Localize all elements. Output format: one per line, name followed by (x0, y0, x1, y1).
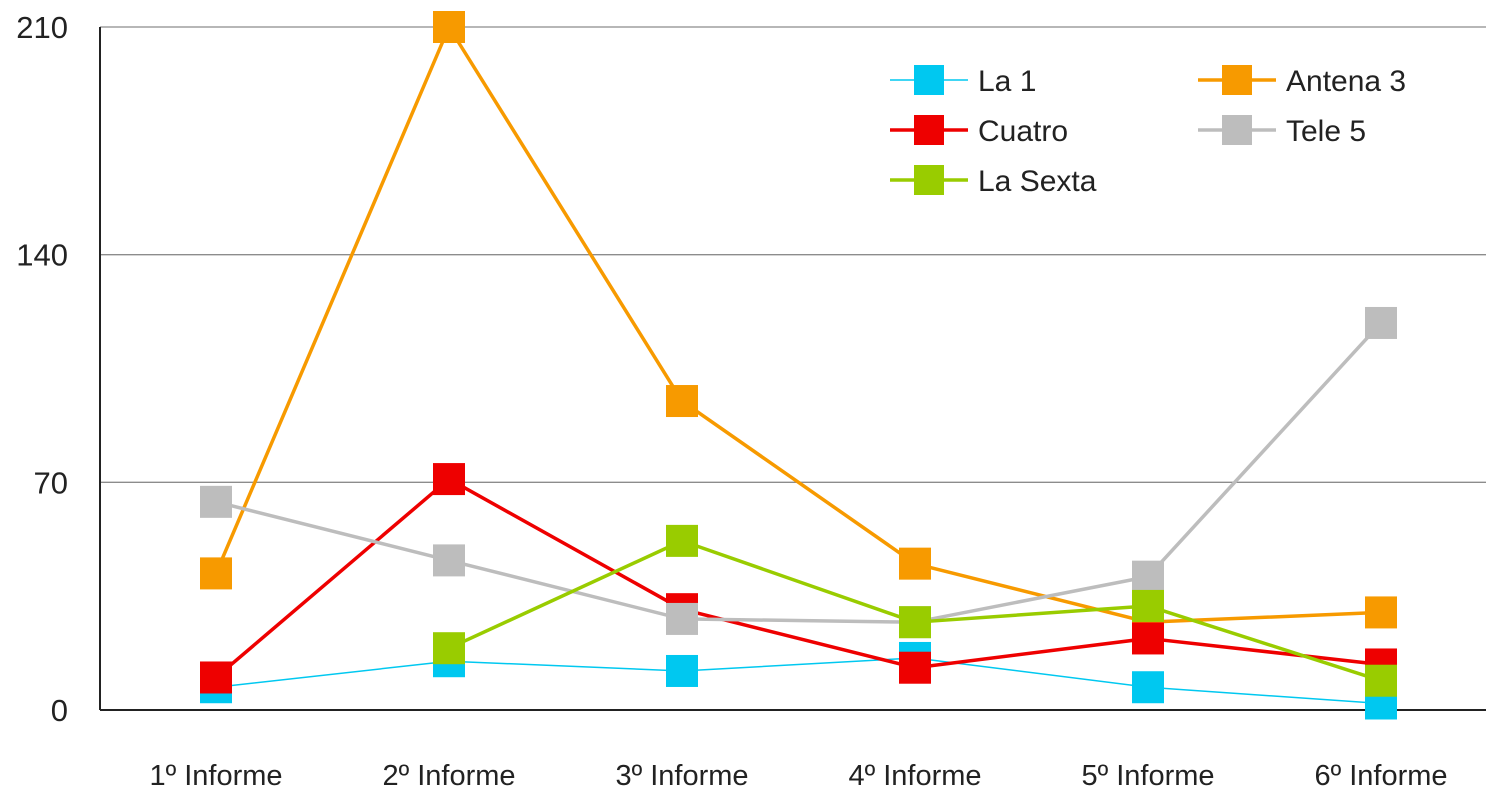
legend-label: La Sexta (978, 165, 1097, 198)
legend-label: Antena 3 (1286, 65, 1406, 98)
y-tick-label: 0 (51, 693, 68, 728)
legend-marker (1222, 65, 1252, 95)
data-point (666, 602, 698, 635)
data-point (899, 651, 931, 684)
data-point (1132, 589, 1164, 622)
x-tick-label: 4º Informe (848, 760, 981, 791)
y-tick-label: 70 (34, 465, 68, 500)
data-point (433, 632, 465, 665)
legend-marker (1222, 115, 1252, 145)
legend-item: Antena 3 (1198, 65, 1406, 98)
x-tick-label: 6º Informe (1314, 760, 1447, 791)
series-group (200, 11, 1397, 720)
data-point (899, 606, 931, 639)
data-point (666, 654, 698, 687)
series-line (215, 657, 1382, 705)
data-point (1132, 671, 1164, 704)
legend-label: Tele 5 (1286, 115, 1366, 148)
legend-item: Tele 5 (1198, 115, 1366, 148)
y-tick-label: 210 (16, 10, 68, 45)
data-point (433, 463, 465, 496)
data-point (200, 661, 232, 694)
legend-marker (914, 65, 944, 95)
data-point (433, 11, 465, 43)
series-la-sexta (433, 524, 1397, 697)
data-point (1132, 560, 1164, 593)
data-point (666, 524, 698, 557)
series-tele-5 (200, 306, 1397, 639)
data-point (899, 547, 931, 580)
x-tick-label: 2º Informe (382, 760, 515, 791)
series-line (214, 477, 1382, 679)
data-point (1365, 306, 1397, 339)
data-point (200, 485, 232, 518)
legend-marker (914, 115, 944, 145)
series-line (214, 25, 1382, 624)
series-line (215, 321, 1383, 624)
data-point (1365, 596, 1397, 629)
legend-item: La 1 (890, 65, 1036, 98)
data-point (1365, 664, 1397, 697)
x-tick-label: 5º Informe (1081, 760, 1214, 791)
legend-item: Cuatro (890, 115, 1068, 148)
x-tick-label: 3º Informe (615, 760, 748, 791)
x-tick-label: 1º Informe (149, 760, 282, 791)
legend-label: La 1 (978, 65, 1036, 98)
legend-item: La Sexta (890, 165, 1097, 198)
series-cuatro (200, 463, 1397, 694)
x-axis-ticks: 1º Informe 2º Informe 3º Informe 4º Informe… (149, 760, 1447, 791)
series-la-1 (200, 641, 1397, 720)
legend: La 1 Antena 3 Cuatro Tele 5 La Sexta (890, 65, 1406, 198)
y-tick-label: 140 (16, 238, 68, 273)
data-point (200, 557, 232, 590)
data-point (666, 385, 698, 418)
legend-marker (914, 165, 944, 195)
y-axis-ticks: 0 70 140 210 (16, 10, 68, 728)
gridlines (99, 26, 1486, 711)
data-point (1132, 622, 1164, 655)
legend-label: Cuatro (978, 115, 1068, 148)
data-point (433, 544, 465, 577)
